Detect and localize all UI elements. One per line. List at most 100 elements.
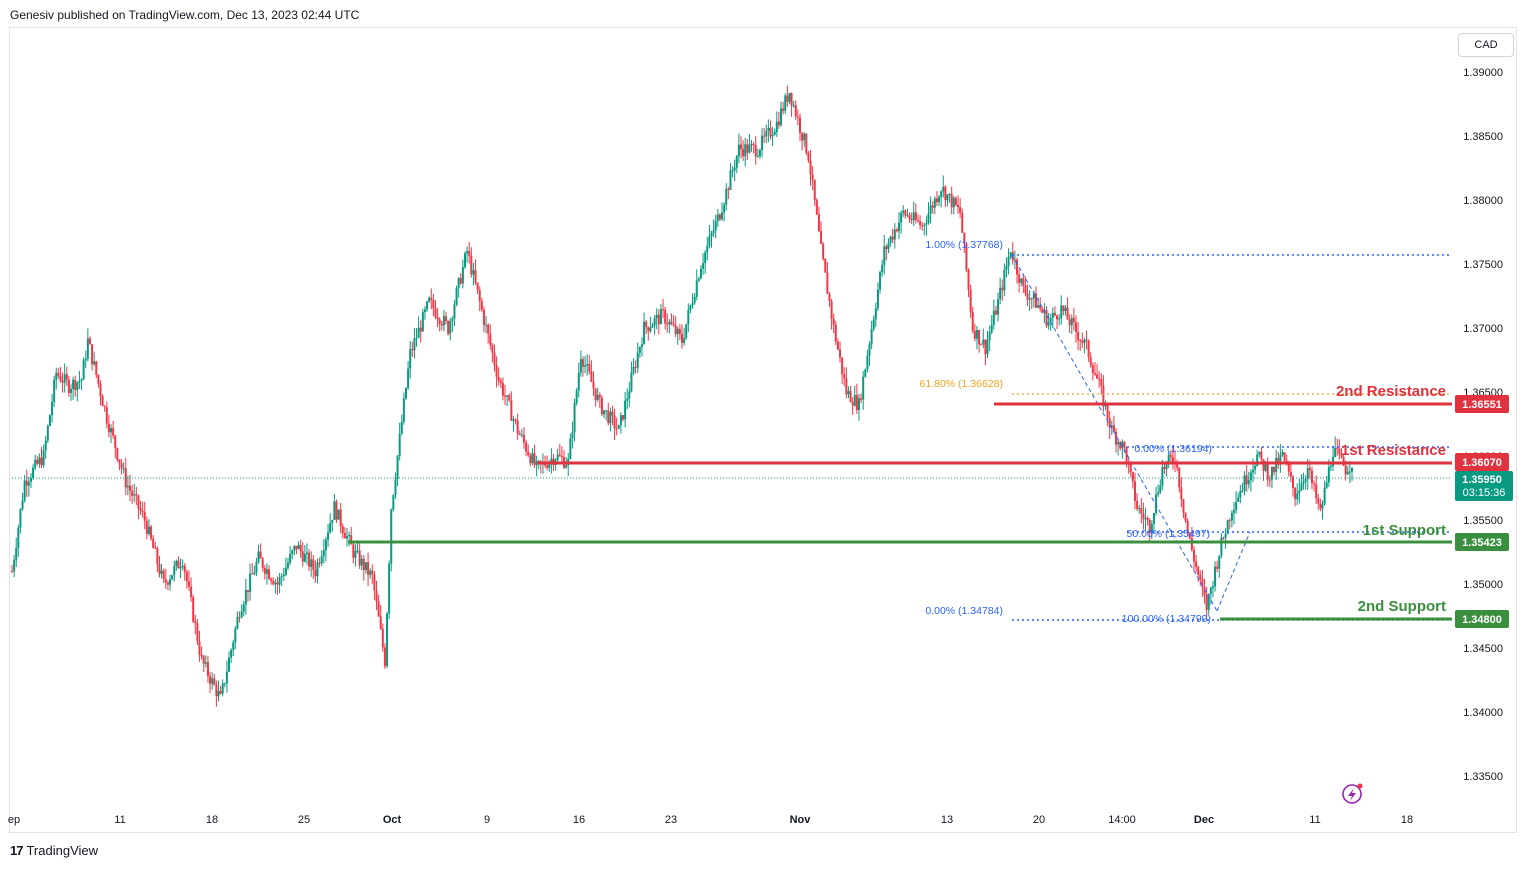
- publisher-header: Genesiv published on TradingView.com, De…: [10, 8, 360, 22]
- candle-body: [417, 327, 420, 339]
- candle-body: [310, 559, 313, 567]
- candle-body: [335, 501, 338, 520]
- candle-body: [402, 398, 405, 422]
- candle-body: [1304, 478, 1307, 482]
- candle-body: [1209, 588, 1212, 594]
- x-tick-label: 11: [114, 814, 125, 826]
- candle-body: [1256, 454, 1259, 466]
- candle-body: [1121, 442, 1124, 449]
- candle-body: [902, 210, 905, 213]
- candle-body: [200, 654, 203, 657]
- candle-body: [270, 578, 273, 581]
- candle-body: [744, 144, 747, 157]
- candle-body: [253, 572, 256, 575]
- candle-body: [691, 303, 694, 306]
- candle-body: [124, 468, 127, 488]
- candle-body: [721, 212, 724, 220]
- candle-body: [415, 338, 418, 340]
- candle-body: [777, 121, 780, 126]
- candle-body: [447, 321, 450, 334]
- candle-body: [295, 545, 298, 549]
- candle-body: [615, 428, 618, 430]
- candle-body: [708, 236, 711, 246]
- candle-body: [784, 95, 787, 111]
- candle-body: [383, 647, 386, 667]
- candle-body: [512, 419, 515, 421]
- candle-body: [598, 394, 601, 398]
- candle-body: [126, 485, 129, 488]
- candle-body: [504, 395, 507, 397]
- candle-body: [103, 406, 106, 408]
- y-tick-label: 1.35000: [1463, 579, 1503, 591]
- candle-body: [693, 296, 696, 304]
- x-tick-label: 16: [573, 814, 585, 826]
- candle-body: [1146, 518, 1149, 521]
- candle-body: [596, 394, 599, 400]
- candle-body: [1247, 480, 1250, 485]
- candle-body: [1264, 464, 1267, 471]
- candle-body: [1016, 259, 1018, 275]
- candle-body: [1102, 385, 1105, 407]
- candle-body: [1007, 257, 1010, 267]
- lightning-icon[interactable]: [1342, 783, 1363, 804]
- candle-body: [1273, 466, 1276, 473]
- x-tick-label: 25: [298, 814, 310, 826]
- candle-body: [1319, 503, 1322, 509]
- candle-body: [685, 324, 688, 338]
- candle-body: [284, 567, 287, 575]
- candle-body: [1119, 441, 1122, 449]
- candle-body: [723, 204, 726, 213]
- candle-body: [491, 344, 494, 353]
- candle-body: [1100, 379, 1103, 386]
- candle-body: [634, 366, 637, 368]
- candle-body: [122, 468, 125, 470]
- candle-body: [767, 127, 770, 131]
- candle-body: [624, 400, 627, 420]
- currency-button[interactable]: CAD: [1458, 33, 1514, 57]
- candle-body: [358, 550, 361, 566]
- candle-body: [1163, 467, 1166, 469]
- candle-body: [27, 481, 30, 486]
- candle-body: [289, 554, 292, 563]
- y-axis-ticks: 1.39000 1.38500 1.38000 1.37500 1.37000 1.365…: [1463, 67, 1503, 783]
- candle-body: [1125, 447, 1128, 465]
- candle-body: [57, 372, 60, 376]
- candle-body: [798, 117, 801, 133]
- candle-body: [1115, 431, 1118, 445]
- candle-body: [472, 270, 475, 275]
- candle-body: [1226, 520, 1229, 535]
- candle-body: [754, 145, 757, 157]
- candle-body: [1268, 479, 1271, 481]
- candle-body: [329, 523, 332, 533]
- candle-body: [647, 327, 650, 332]
- candle-body: [849, 391, 852, 403]
- candle-body: [1093, 373, 1096, 375]
- candle-body: [518, 433, 521, 435]
- candle-body: [221, 683, 224, 694]
- candle-body: [733, 167, 736, 171]
- y-tick-label: 1.34500: [1463, 643, 1503, 655]
- candle-body: [1218, 555, 1221, 569]
- candle-body: [240, 611, 243, 618]
- candle-body: [927, 213, 930, 223]
- candle-body: [455, 288, 458, 305]
- candle-body: [350, 535, 353, 545]
- candle-body: [1325, 482, 1328, 488]
- candle-body: [681, 333, 683, 343]
- candle-body: [516, 420, 519, 434]
- candle-body: [864, 369, 867, 377]
- candle-body: [782, 108, 785, 111]
- candle-body: [301, 551, 304, 562]
- candle-body: [689, 305, 692, 311]
- candle-body: [1245, 475, 1248, 485]
- candle-body: [133, 494, 136, 496]
- candle-body: [792, 105, 795, 107]
- candle-body: [158, 564, 161, 574]
- candle-body: [617, 425, 620, 429]
- candle-body: [834, 324, 837, 342]
- candle-body: [672, 324, 675, 326]
- candle-body: [699, 268, 702, 279]
- candle-body: [1157, 492, 1160, 495]
- candle-body: [1150, 523, 1153, 534]
